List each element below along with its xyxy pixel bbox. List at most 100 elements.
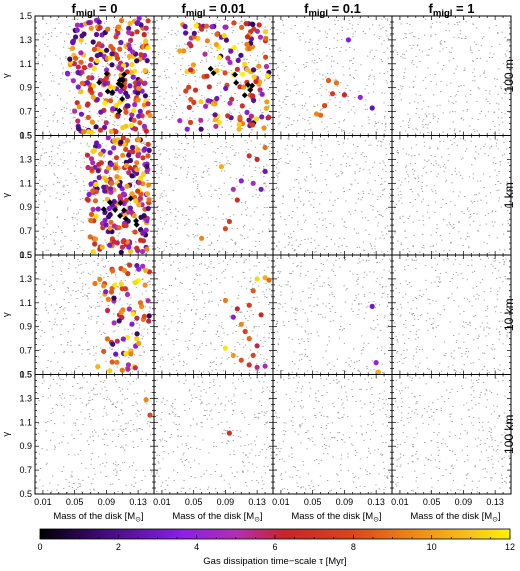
background-dot bbox=[128, 133, 130, 135]
background-dot bbox=[426, 116, 428, 118]
background-dot bbox=[504, 276, 506, 277]
data-point bbox=[238, 178, 244, 184]
background-dot bbox=[418, 38, 420, 40]
background-dot bbox=[322, 108, 324, 109]
background-dot bbox=[279, 114, 281, 116]
background-dot bbox=[364, 249, 366, 251]
background-dot bbox=[222, 327, 224, 329]
background-dot bbox=[418, 195, 420, 197]
background-dot bbox=[402, 215, 404, 217]
background-dot bbox=[259, 143, 261, 145]
background-dot bbox=[230, 177, 232, 179]
background-dot bbox=[187, 304, 189, 305]
background-dot bbox=[45, 309, 48, 311]
background-dot bbox=[174, 156, 176, 158]
background-dot bbox=[193, 141, 195, 143]
panel-frame bbox=[391, 135, 512, 256]
background-dot bbox=[474, 130, 476, 132]
data-point bbox=[341, 92, 347, 98]
background-dot bbox=[418, 219, 420, 221]
background-dot bbox=[87, 272, 90, 274]
diamond-marker bbox=[121, 71, 128, 78]
background-dot bbox=[278, 241, 280, 243]
background-dot bbox=[449, 139, 452, 141]
diamond-marker bbox=[117, 199, 124, 206]
background-dot bbox=[75, 179, 77, 180]
background-dot bbox=[275, 265, 277, 267]
background-dot bbox=[497, 117, 499, 119]
background-dot bbox=[178, 94, 180, 96]
background-dot bbox=[384, 227, 386, 229]
background-dot bbox=[195, 313, 197, 315]
background-dot bbox=[371, 49, 373, 51]
background-dot bbox=[418, 116, 420, 118]
background-dot bbox=[337, 140, 339, 142]
background-dot bbox=[130, 368, 132, 370]
background-dot bbox=[349, 60, 351, 62]
background-dot bbox=[466, 101, 468, 103]
background-dot bbox=[330, 286, 332, 288]
background-dot bbox=[263, 293, 265, 295]
data-point bbox=[214, 68, 220, 74]
background-dot bbox=[76, 18, 78, 20]
background-dot bbox=[362, 241, 365, 243]
background-dot bbox=[89, 273, 91, 275]
background-dot bbox=[334, 243, 336, 245]
data-point bbox=[91, 46, 97, 53]
background-dot bbox=[195, 223, 197, 225]
background-dot bbox=[284, 99, 286, 100]
background-dot bbox=[369, 74, 371, 76]
background-dot bbox=[498, 124, 500, 126]
data-point bbox=[236, 126, 242, 132]
background-dot bbox=[157, 90, 159, 92]
data-point bbox=[137, 120, 143, 126]
background-dot bbox=[416, 108, 418, 109]
background-dot bbox=[62, 123, 65, 124]
data-point bbox=[107, 242, 113, 248]
background-dot bbox=[463, 213, 465, 214]
background-dot bbox=[402, 148, 404, 150]
background-dot bbox=[258, 194, 261, 196]
background-dot bbox=[169, 209, 171, 210]
background-dot bbox=[169, 244, 172, 245]
background-dot bbox=[81, 286, 84, 288]
diamond-marker bbox=[119, 96, 126, 103]
background-dot bbox=[467, 207, 469, 209]
background-dot bbox=[360, 350, 363, 351]
background-dot bbox=[466, 110, 468, 112]
background-dot bbox=[121, 228, 123, 230]
background-dot bbox=[309, 360, 311, 361]
background-dot bbox=[316, 231, 318, 233]
background-dot bbox=[262, 345, 264, 347]
background-dot bbox=[377, 175, 380, 176]
background-dot bbox=[353, 49, 355, 51]
background-dot bbox=[112, 158, 114, 160]
background-dot bbox=[159, 91, 161, 92]
background-dot bbox=[308, 297, 310, 299]
background-dot bbox=[86, 296, 88, 297]
background-dot bbox=[242, 338, 244, 340]
data-point bbox=[118, 249, 124, 255]
background-dot bbox=[427, 204, 429, 206]
background-dot bbox=[297, 224, 299, 226]
background-dot bbox=[45, 165, 47, 166]
background-dot bbox=[113, 18, 115, 20]
background-dot bbox=[394, 49, 396, 51]
background-dot bbox=[85, 365, 87, 367]
data-point bbox=[70, 78, 76, 84]
background-dot bbox=[73, 224, 75, 226]
background-dot bbox=[300, 188, 302, 190]
data-point bbox=[119, 244, 125, 250]
background-dot bbox=[483, 366, 486, 367]
background-dot bbox=[201, 290, 203, 292]
background-dot bbox=[198, 263, 201, 265]
background-dot bbox=[315, 247, 317, 249]
background-dot bbox=[169, 109, 172, 111]
background-dot bbox=[382, 160, 384, 162]
background-dot bbox=[321, 151, 324, 153]
background-dot bbox=[212, 217, 214, 219]
background-dot bbox=[293, 103, 295, 105]
background-dot bbox=[352, 63, 354, 64]
background-dot bbox=[432, 94, 435, 96]
background-dot bbox=[326, 169, 328, 171]
